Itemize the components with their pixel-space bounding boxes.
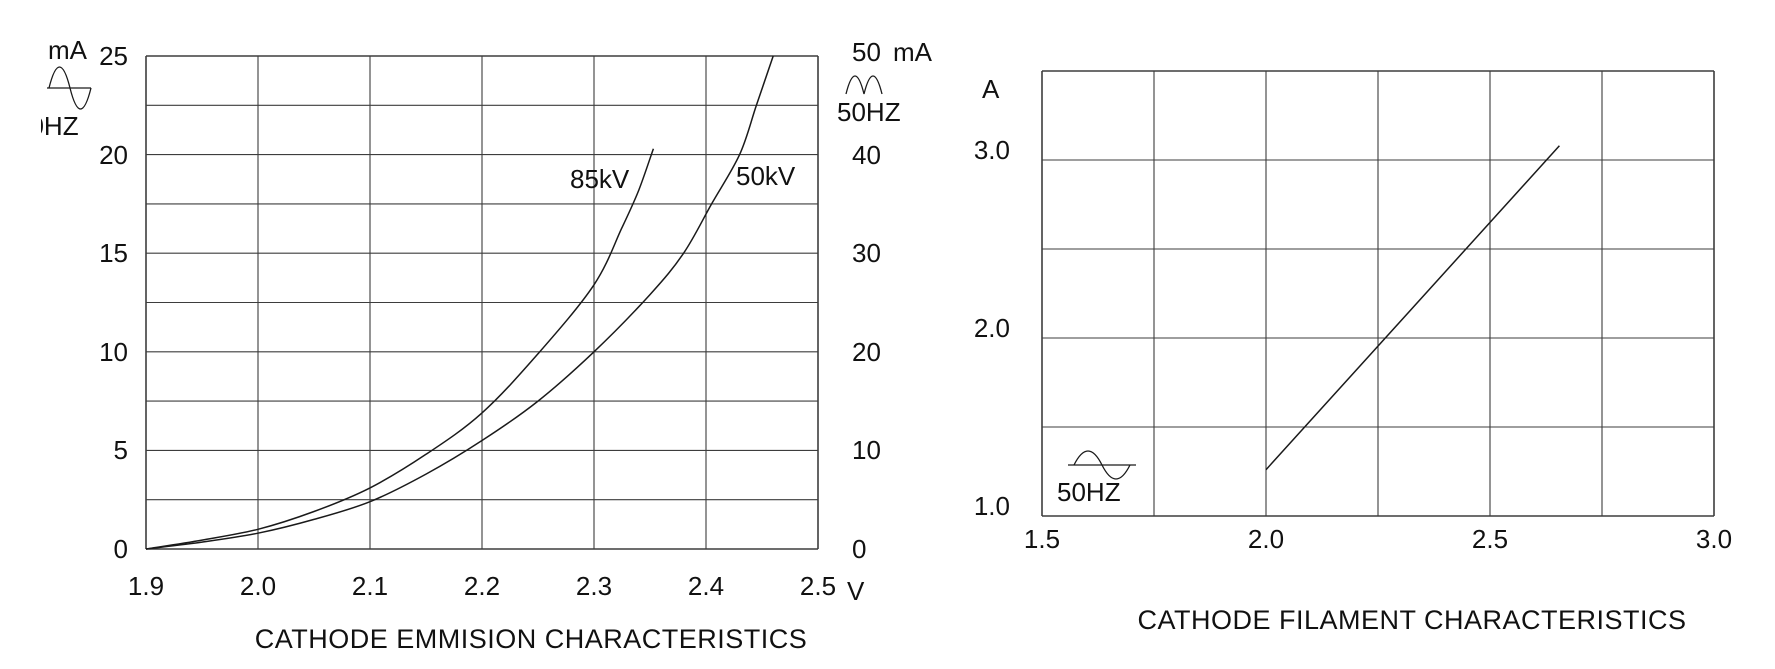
50kV-curve — [145, 55, 774, 550]
filament-current-curve — [1265, 145, 1560, 471]
85kV-curve — [145, 148, 655, 550]
